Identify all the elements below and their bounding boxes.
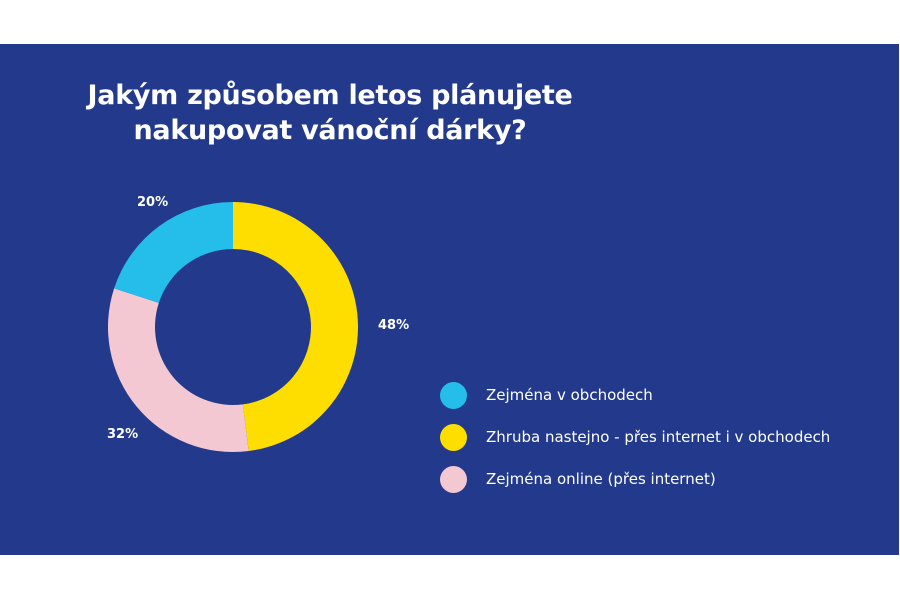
donut-slice [114, 202, 233, 303]
donut-slice [107, 288, 249, 452]
donut-slices [107, 202, 359, 452]
title-line-2: nakupovat vánoční dárky? [133, 115, 527, 146]
legend-label: Zejména online (přes internet) [486, 470, 716, 488]
legend-dot-pink-icon [440, 465, 467, 493]
title-line-1: Jakým způsobem letos plánujete [87, 80, 573, 111]
legend: Zejména v obchodech Zhruba nastejno - př… [440, 374, 830, 500]
legend-item-online: Zejména online (přes internet) [440, 458, 830, 500]
legend-dot-blue-icon [440, 381, 467, 409]
legend-item-equal: Zhruba nastejno - přes internet i v obch… [440, 416, 830, 458]
legend-label: Zejména v obchodech [486, 386, 653, 404]
blue-slice-label: 20% [137, 195, 169, 210]
legend-dot-yellow-icon [440, 423, 467, 451]
legend-label: Zhruba nastejno - přes internet i v obch… [486, 428, 831, 446]
legend-item-in-stores: Zejména v obchodech [440, 374, 830, 416]
pink-slice-label: 32% [107, 427, 139, 442]
yellow-slice-label: 48% [378, 318, 410, 333]
donut-slice [233, 202, 359, 452]
chart-title: Jakým způsobem letos plánujete nakupovat… [60, 78, 600, 148]
